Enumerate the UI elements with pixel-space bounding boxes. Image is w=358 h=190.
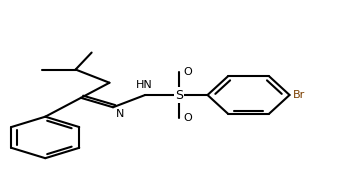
Text: S: S: [175, 89, 183, 101]
Text: O: O: [183, 113, 192, 123]
Text: HN: HN: [136, 80, 153, 90]
Text: Br: Br: [292, 90, 305, 100]
Text: N: N: [116, 109, 124, 119]
Text: O: O: [183, 67, 192, 77]
